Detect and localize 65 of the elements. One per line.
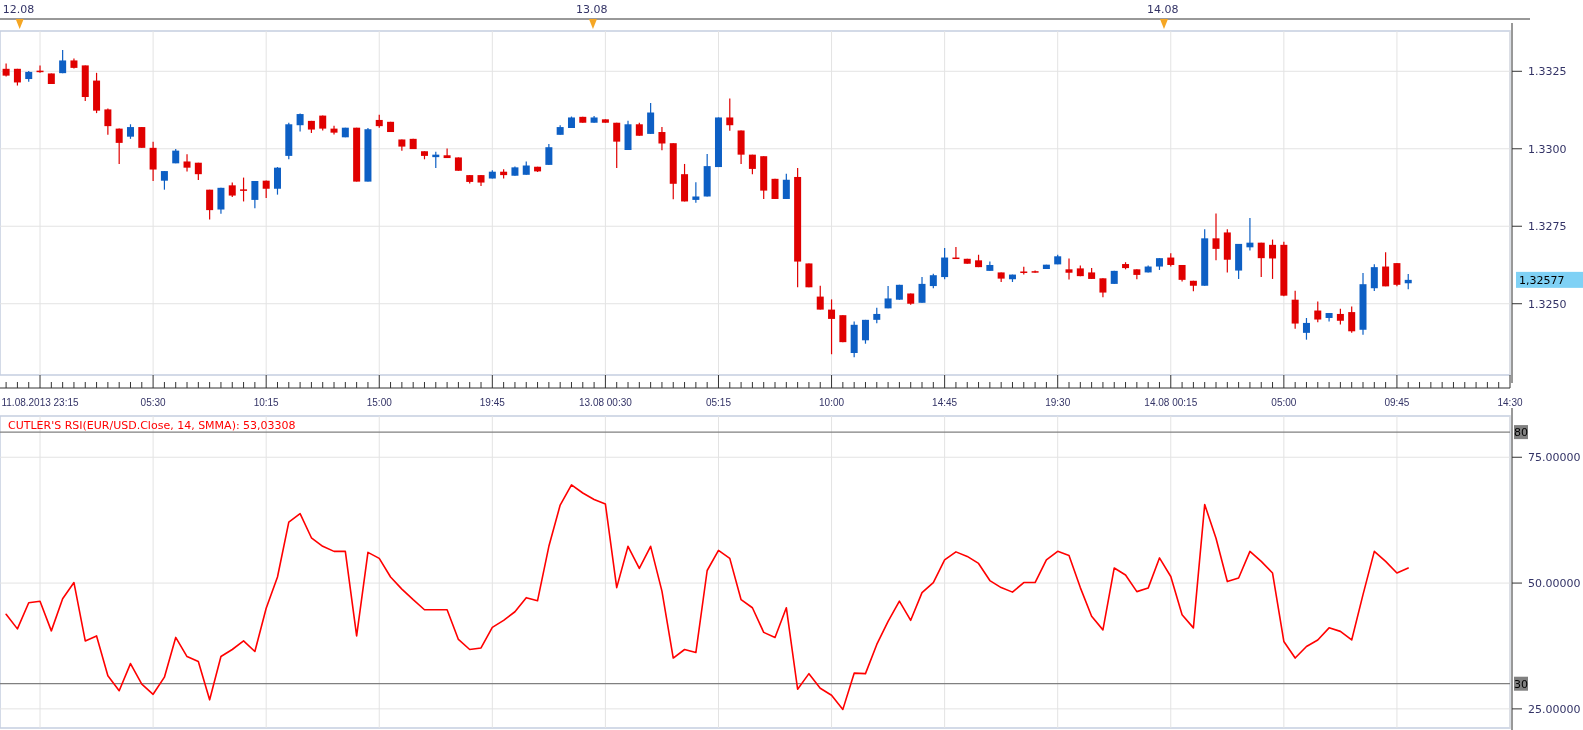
x-tick-label: 05:15: [705, 397, 732, 408]
text: 14.08: [1146, 3, 1179, 16]
candlestick: [217, 187, 225, 215]
candlestick: [1291, 290, 1299, 330]
x-tick-label: 09:45: [1384, 397, 1410, 408]
x-tick-label: 14:30: [1497, 397, 1523, 408]
candlestick: [240, 176, 248, 203]
y-tick-label: 25.00000: [1528, 702, 1581, 716]
y-tick-label: 1.3325: [1528, 65, 1567, 79]
candlestick: [273, 166, 281, 196]
candlestick: [160, 170, 168, 191]
candlestick: [1257, 242, 1265, 278]
ref-line-label: 80: [1514, 426, 1528, 440]
x-tick-label: 05:00: [1271, 397, 1297, 408]
x-tick-label: 13.08 00:30: [578, 397, 633, 408]
candlestick: [115, 128, 123, 165]
x-tick-label: 14:45: [932, 397, 958, 408]
candlestick: [692, 181, 700, 204]
x-tick-label: 19:30: [1045, 397, 1071, 408]
candlestick: [138, 126, 146, 149]
candlestick: [782, 173, 790, 200]
candlestick: [1302, 317, 1310, 341]
chart-title: CUTLER'S RSI(EUR/USD.Close, 14, SMMA): 53,03308: [8, 419, 296, 432]
y-tick-label: 1.3275: [1528, 220, 1567, 234]
candlestick: [1099, 277, 1107, 298]
candlestick: [941, 247, 949, 280]
line-series: [5, 484, 1410, 711]
candlestick: [183, 153, 191, 172]
candlestick: [1212, 212, 1220, 261]
x-tick-label: 10:00: [819, 397, 845, 408]
text: 13.08: [575, 3, 608, 16]
text: 1,32577: [1519, 273, 1565, 287]
candlestick: [1065, 257, 1073, 281]
ref-line-label: 30: [1514, 677, 1528, 691]
candlestick: [149, 141, 157, 182]
candlestick: [251, 180, 259, 209]
candlestick: [1269, 238, 1277, 280]
candlestick: [443, 147, 451, 159]
candlestick: [816, 285, 824, 311]
x-tick-label: 05:30: [140, 397, 167, 408]
candlestick: [658, 126, 666, 151]
candlestick: [104, 107, 112, 136]
y-tick-label: 1.3300: [1528, 142, 1567, 156]
candlestick: [726, 97, 734, 132]
x-tick-label: 15:00: [366, 397, 393, 408]
y-tick-label: 75.00000: [1528, 451, 1581, 465]
candlestick: [1370, 263, 1378, 292]
y-tick-label: 1.3250: [1528, 297, 1567, 311]
x-tick-label: 14.08 00:15: [1144, 397, 1198, 408]
text: 12.08: [2, 3, 35, 16]
candlestick: [918, 276, 926, 304]
candlestick: [1348, 305, 1356, 334]
candlestick: [206, 189, 214, 221]
candlestick: [1382, 251, 1390, 287]
x-tick-label: 10:15: [253, 397, 280, 408]
candlestick: [828, 298, 836, 355]
x-tick-label: 19:45: [479, 397, 506, 408]
candlestick: [330, 125, 338, 136]
candlestick: [613, 122, 621, 169]
candlestick: [545, 143, 553, 166]
candlestick: [1314, 300, 1322, 323]
candlestick: [647, 102, 655, 135]
candlestick: [1393, 262, 1401, 287]
y-tick-label: 50.00000: [1528, 577, 1581, 591]
x-tick-label: 11.08.2013 23:15: [1, 397, 80, 408]
